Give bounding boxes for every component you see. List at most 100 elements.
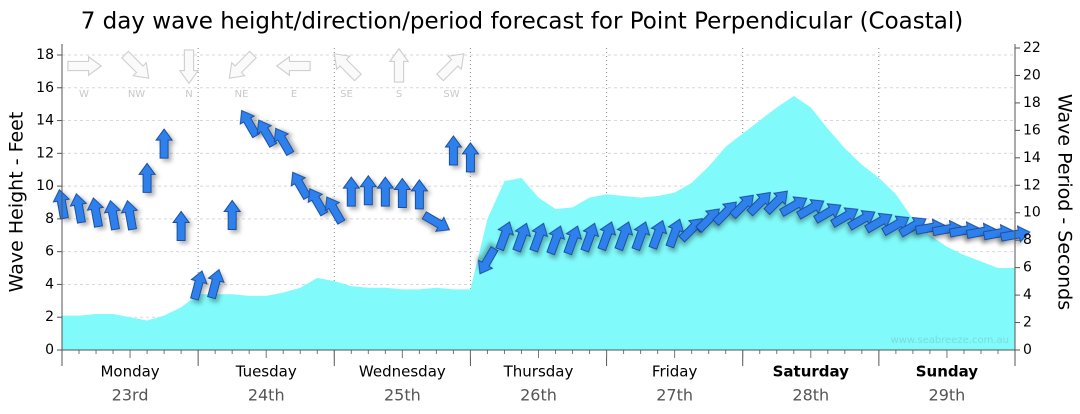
wave-arrow: [763, 190, 788, 216]
wave-arrow: [155, 128, 174, 159]
watermark: www.seabreeze.com.au: [891, 335, 1009, 346]
wave-arrow: [138, 162, 157, 193]
compass-label: S: [396, 89, 402, 100]
y2-tick-label: 6: [1023, 260, 1032, 276]
wave-arrow: [795, 199, 825, 220]
y-tick-label: 4: [45, 276, 54, 292]
wave-arrow: [512, 222, 532, 253]
wave-arrow: [223, 199, 242, 230]
chart-title: 7 day wave height/direction/period forec…: [81, 9, 964, 35]
wave-arrow: [69, 192, 88, 224]
wave-arrow: [631, 221, 651, 252]
y-axis-label: Wave Height - Feet: [6, 112, 28, 293]
wave-arrow: [273, 127, 295, 157]
wave-arrow: [546, 225, 566, 256]
y2-tick-label: 2: [1023, 315, 1032, 331]
y-tick-label: 16: [36, 80, 54, 96]
y-tick-label: 12: [36, 145, 54, 161]
y2-tick-label: 10: [1023, 205, 1041, 221]
y2-tick-label: 8: [1023, 232, 1032, 248]
y2-tick-label: 12: [1023, 177, 1041, 193]
day-name: Saturday: [773, 363, 850, 381]
wave-arrow: [597, 221, 617, 252]
day-date: 29th: [929, 386, 966, 405]
y2-axis-label: Wave Period - Seconds: [1054, 94, 1076, 310]
wave-arrow: [678, 217, 703, 243]
compass-arrow: [67, 55, 103, 77]
day-date: 23rd: [112, 386, 149, 405]
wave-arrow: [529, 222, 549, 253]
wave-arrow: [172, 210, 191, 241]
compass-legend: W NW N NE E SE S SW: [67, 47, 465, 100]
y-tick-label: 0: [45, 342, 54, 358]
wave-arrow: [103, 199, 122, 231]
compass-arrow: [178, 49, 200, 85]
wave-height-area: [62, 95, 1015, 350]
y2-tick-label: 16: [1023, 122, 1041, 138]
compass-arrow: [228, 50, 257, 79]
day-date: 28th: [792, 386, 829, 405]
compass-arrow: [275, 55, 311, 77]
y2-tick-label: 20: [1023, 67, 1041, 83]
wave-arrow: [495, 221, 515, 252]
y-tick-label: 14: [36, 113, 54, 129]
wave-arrow: [614, 221, 634, 252]
wave-arrow: [812, 203, 842, 224]
compass-label: NE: [235, 89, 249, 100]
y-tick-label: 18: [36, 47, 54, 63]
wave-arrow: [359, 174, 378, 206]
wave-arrow: [307, 188, 329, 217]
y2-tick-label: 4: [1023, 287, 1032, 303]
area-layer: [62, 95, 1015, 350]
wave-arrow: [393, 177, 412, 209]
day-name: Monday: [100, 363, 159, 381]
compass-label: W: [79, 89, 89, 100]
wave-arrow: [648, 219, 668, 250]
wave-arrow: [207, 268, 225, 300]
day-date: 27th: [656, 386, 693, 405]
wave-arrow: [290, 171, 312, 201]
compass-label: N: [185, 89, 192, 100]
wave-arrow: [410, 179, 429, 210]
day-name: Tuesday: [235, 363, 297, 381]
y-tick-label: 2: [45, 309, 54, 325]
wave-arrow: [52, 188, 71, 220]
compass-arrow: [333, 53, 362, 82]
y2-tick-label: 14: [1023, 150, 1041, 166]
day-date: 25th: [384, 386, 421, 405]
day-name: Friday: [652, 363, 698, 381]
compass-label: NW: [128, 89, 145, 100]
y-tick-label: 10: [36, 178, 54, 194]
compass-label: SE: [340, 89, 353, 100]
compass-arrow: [121, 50, 150, 79]
wave-arrow: [239, 109, 261, 139]
y2-tick-label: 22: [1023, 40, 1041, 56]
wave-arrow: [256, 119, 278, 148]
wave-arrow: [580, 222, 600, 253]
day-name: Wednesday: [359, 363, 446, 381]
wave-arrow: [324, 196, 346, 225]
compass-arrow: [436, 53, 465, 82]
wave-arrow: [461, 141, 480, 173]
wave-arrow: [190, 270, 208, 301]
wave-arrow: [477, 245, 499, 275]
axes: 0 2 4 6 8 10 12 14 16 18 0 2 4 6 8 10 12 14 16 18 20 22 Monday…: [36, 40, 1041, 405]
wave-arrow: [376, 176, 395, 207]
wave-arrow: [563, 225, 583, 256]
wave-arrow: [86, 197, 105, 228]
day-name: Sunday: [916, 363, 979, 381]
wave-arrow: [421, 211, 451, 232]
y-tick-label: 8: [45, 211, 54, 227]
compass-label: SW: [443, 89, 459, 100]
wave-arrow: [444, 135, 463, 166]
day-name: Thursday: [503, 363, 574, 381]
wave-arrow: [342, 176, 361, 207]
day-date: 24th: [248, 386, 285, 405]
wave-arrow: [120, 199, 139, 231]
y2-tick-label: 0: [1023, 342, 1032, 358]
day-date: 26th: [520, 386, 557, 405]
compass-label: E: [291, 89, 297, 100]
y-tick-label: 6: [45, 244, 54, 260]
